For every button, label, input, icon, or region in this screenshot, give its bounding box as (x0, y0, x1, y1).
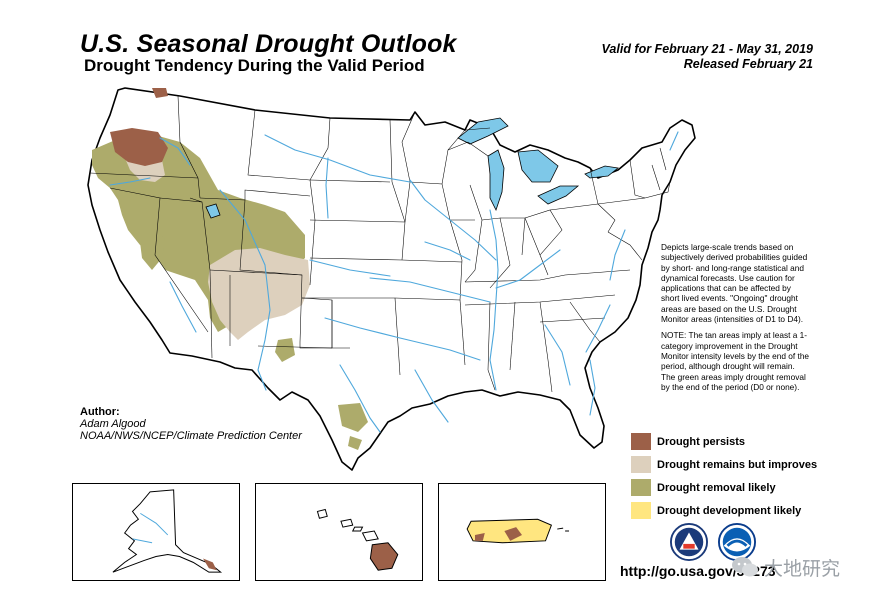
legend: Drought persists Drought remains but imp… (631, 430, 871, 522)
author-org: NOAA/NWS/NCEP/Climate Prediction Center (80, 430, 302, 442)
lake-erie (537, 185, 580, 205)
lake-huron (517, 149, 559, 183)
wechat-watermark-icon (732, 557, 758, 577)
hawaii-map (316, 508, 399, 571)
hawaii-inset (255, 483, 423, 581)
legend-swatch (631, 479, 651, 496)
legend-swatch (631, 433, 651, 450)
notes-caveat: NOTE: The tan areas imply at least a 1-c… (661, 330, 810, 392)
legend-label: Drought persists (657, 435, 746, 448)
author-label: Author: (80, 406, 120, 418)
conus-map (87, 87, 696, 471)
map-notes: Depicts large-scale trends based on subj… (661, 242, 811, 398)
legend-item-improves: Drought remains but improves (631, 453, 871, 476)
map-subtitle: Drought Tendency During the Valid Period (84, 56, 425, 75)
puerto-rico-map (466, 518, 570, 544)
valid-period: Valid for February 21 - May 31, 2019 (601, 42, 813, 56)
lake-michigan (487, 149, 505, 212)
legend-label: Drought removal likely (657, 481, 776, 494)
legend-label: Drought remains but improves (657, 458, 818, 471)
drought-persists-areas (110, 88, 168, 166)
rivers (109, 131, 679, 433)
legend-label: Drought development likely (657, 504, 802, 517)
legend-swatch (631, 502, 651, 519)
release-date: Released February 21 (683, 57, 813, 71)
lake-superior (457, 117, 509, 145)
great-lakes (205, 117, 619, 219)
author-block: Author: Adam Algood NOAA/NWS/NCEP/Climat… (80, 406, 302, 442)
lake-ontario (584, 165, 619, 179)
legend-swatch (631, 456, 651, 473)
puerto-rico-inset (438, 483, 606, 581)
notes-description: Depicts large-scale trends based on subj… (661, 242, 808, 325)
map-title: U.S. Seasonal Drought Outlook (80, 30, 457, 58)
nws-logo-icon (670, 523, 708, 561)
watermark-text: 大地研究 (764, 559, 841, 580)
state-borders (89, 95, 671, 393)
noaa-logo-icon (718, 523, 756, 561)
legend-item-removal: Drought removal likely (631, 476, 871, 499)
alaska-map (112, 489, 223, 573)
author-name: Adam Algood (80, 418, 146, 430)
legend-item-persists: Drought persists (631, 430, 871, 453)
us-outline (87, 87, 696, 471)
alaska-inset (72, 483, 240, 581)
legend-item-development: Drought development likely (631, 499, 871, 522)
great-salt-lake (205, 203, 221, 219)
